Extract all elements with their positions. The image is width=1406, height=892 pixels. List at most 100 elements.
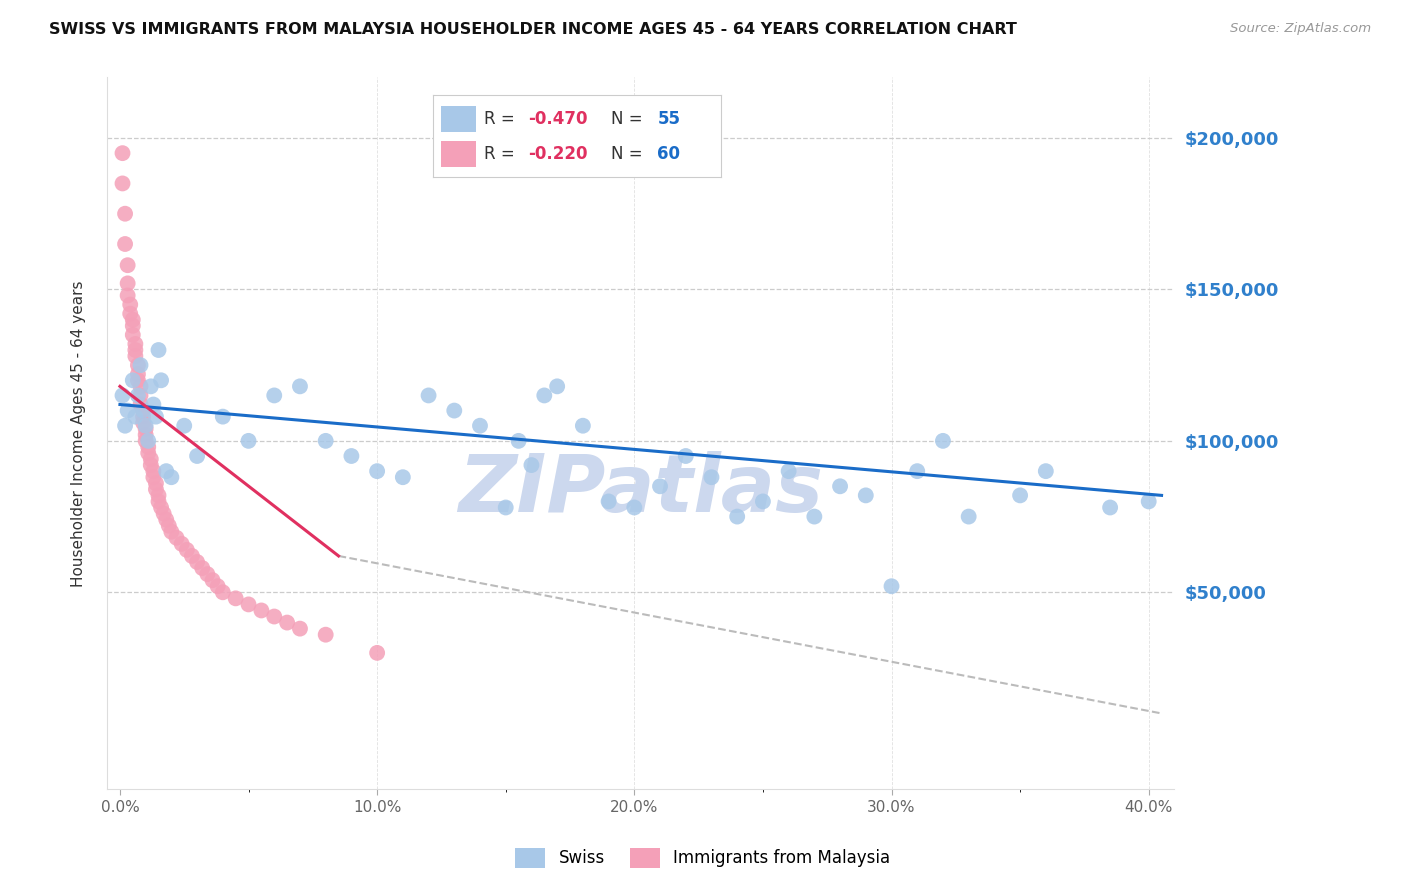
Point — [276, 615, 298, 630]
Point — [155, 464, 177, 478]
Point — [157, 518, 180, 533]
Point — [139, 452, 162, 467]
Point — [135, 418, 157, 433]
Text: SWISS VS IMMIGRANTS FROM MALAYSIA HOUSEHOLDER INCOME AGES 45 - 64 YEARS CORRELAT: SWISS VS IMMIGRANTS FROM MALAYSIA HOUSEH… — [49, 22, 1017, 37]
Point — [150, 500, 173, 515]
Point — [136, 440, 159, 454]
Point — [129, 358, 152, 372]
Point — [124, 349, 146, 363]
Point — [520, 458, 543, 472]
Point — [392, 470, 415, 484]
Point — [700, 470, 723, 484]
Point — [170, 537, 193, 551]
Point — [572, 418, 595, 433]
Point — [132, 409, 155, 424]
Text: ZIPatlas: ZIPatlas — [458, 451, 824, 529]
Point — [111, 388, 134, 402]
Point — [675, 449, 697, 463]
Point — [725, 509, 748, 524]
Y-axis label: Householder Income Ages 45 - 64 years: Householder Income Ages 45 - 64 years — [72, 280, 86, 587]
Point — [1010, 488, 1032, 502]
Point — [145, 409, 167, 424]
Point — [135, 434, 157, 448]
Point — [142, 470, 165, 484]
Point — [598, 494, 620, 508]
Point — [139, 379, 162, 393]
Point — [508, 434, 530, 448]
Point — [495, 500, 517, 515]
Point — [880, 579, 903, 593]
Point — [152, 507, 174, 521]
Point — [135, 427, 157, 442]
Point — [288, 379, 311, 393]
Point — [155, 513, 177, 527]
Point — [117, 288, 139, 302]
Point — [124, 337, 146, 351]
Point — [263, 388, 285, 402]
Point — [340, 449, 363, 463]
Point — [150, 373, 173, 387]
Point — [211, 409, 233, 424]
Point — [139, 458, 162, 472]
Point — [238, 598, 260, 612]
Point — [546, 379, 568, 393]
Point — [1035, 464, 1057, 478]
Point — [186, 555, 208, 569]
Point — [132, 403, 155, 417]
Point — [288, 622, 311, 636]
Point — [129, 379, 152, 393]
Point — [148, 494, 170, 508]
Point — [121, 318, 143, 333]
Point — [211, 585, 233, 599]
Point — [315, 628, 337, 642]
Point — [648, 479, 671, 493]
Point — [117, 258, 139, 272]
Point — [201, 573, 224, 587]
Point — [129, 397, 152, 411]
Point — [121, 373, 143, 387]
Point — [195, 567, 218, 582]
Point — [129, 388, 152, 402]
Point — [181, 549, 204, 563]
Point — [828, 479, 851, 493]
Point — [932, 434, 955, 448]
Point — [111, 177, 134, 191]
Point — [238, 434, 260, 448]
Point — [127, 388, 149, 402]
Point — [905, 464, 928, 478]
Point — [468, 418, 491, 433]
Point — [166, 531, 188, 545]
Point — [127, 358, 149, 372]
Point — [623, 500, 645, 515]
Point — [366, 646, 388, 660]
Point — [752, 494, 775, 508]
Point — [250, 603, 273, 617]
Point — [176, 542, 198, 557]
Point — [132, 416, 155, 430]
Point — [207, 579, 229, 593]
Point — [145, 476, 167, 491]
Point — [121, 312, 143, 326]
Point — [778, 464, 800, 478]
Point — [160, 470, 183, 484]
Point — [366, 464, 388, 478]
Point — [114, 418, 136, 433]
Point — [120, 307, 142, 321]
Point — [533, 388, 555, 402]
Legend: Swiss, Immigrants from Malaysia: Swiss, Immigrants from Malaysia — [509, 841, 897, 875]
Point — [263, 609, 285, 624]
Point — [418, 388, 440, 402]
Point — [111, 146, 134, 161]
Point — [173, 418, 195, 433]
Point — [136, 446, 159, 460]
Point — [160, 524, 183, 539]
Point — [145, 483, 167, 497]
Point — [957, 509, 980, 524]
Point — [148, 488, 170, 502]
Point — [124, 409, 146, 424]
Point — [114, 237, 136, 252]
Point — [121, 327, 143, 342]
Point — [1099, 500, 1122, 515]
Point — [132, 403, 155, 417]
Point — [142, 464, 165, 478]
